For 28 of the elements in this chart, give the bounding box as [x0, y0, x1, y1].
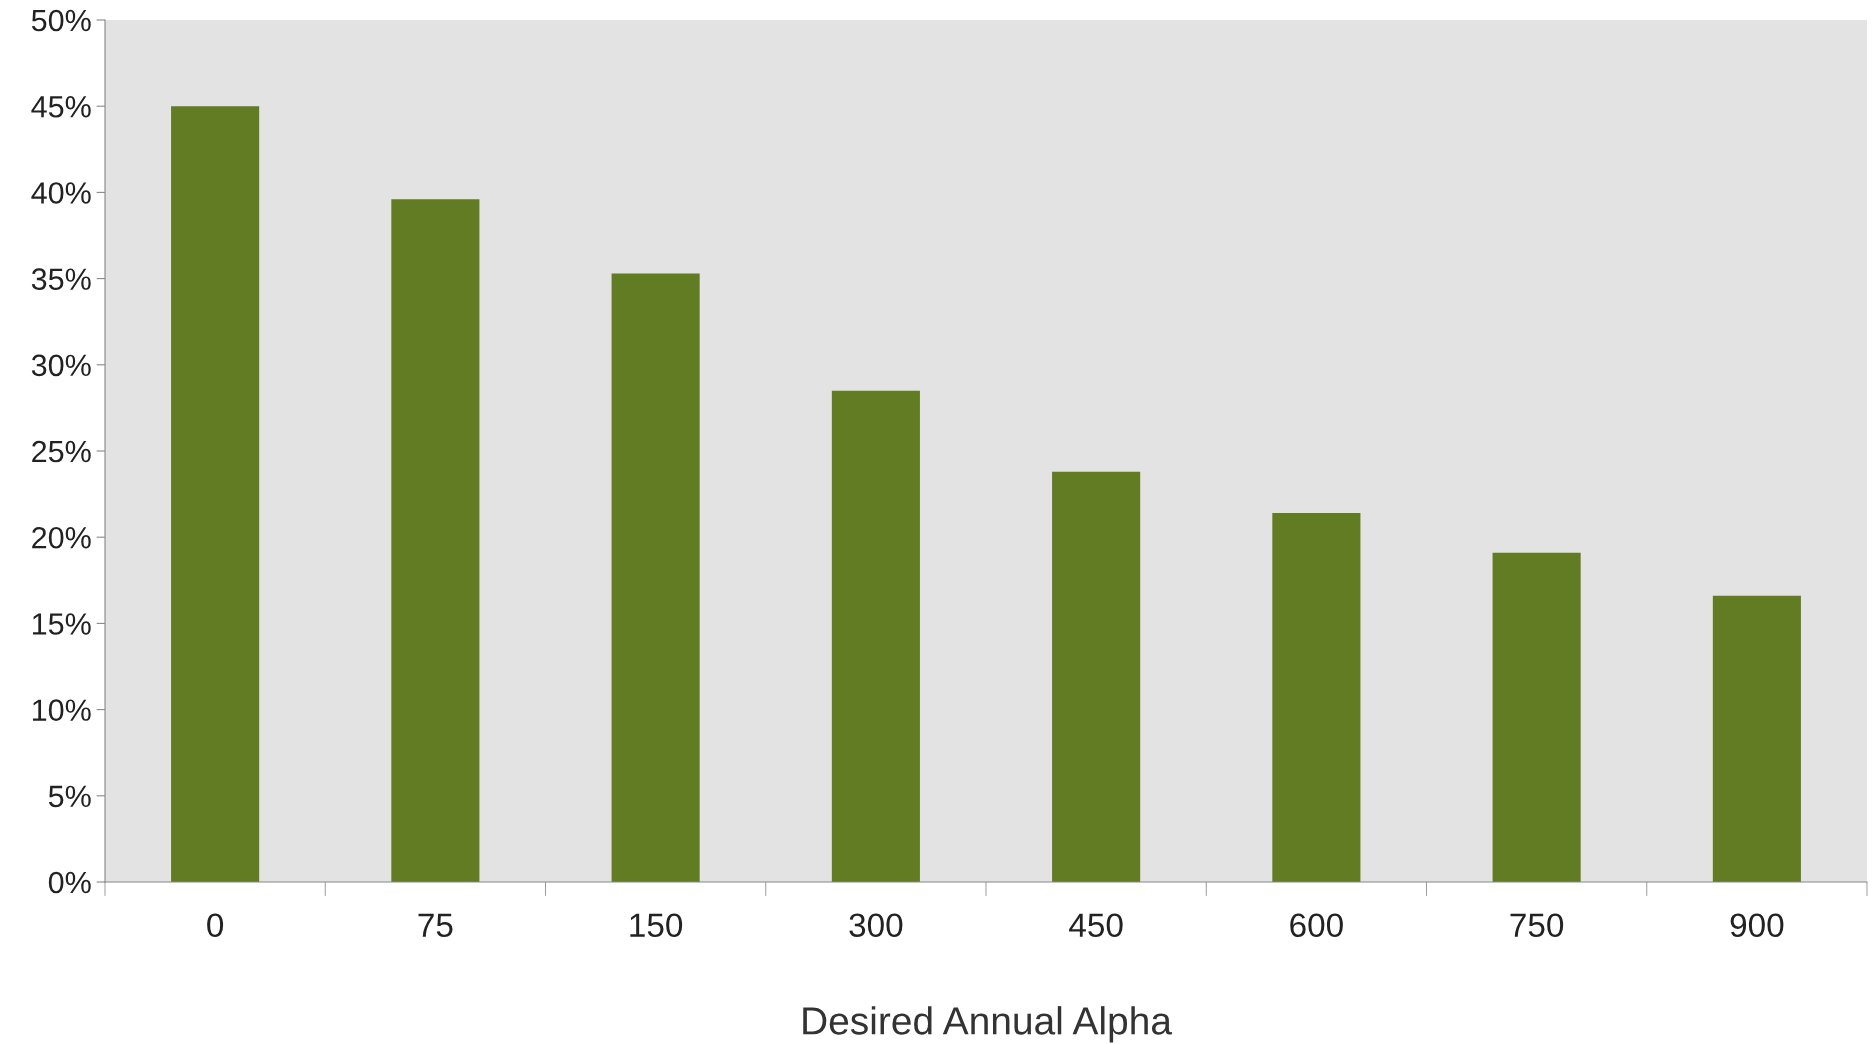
x-tick-label: 900 — [1730, 913, 1784, 938]
y-tick-label: 45% — [31, 96, 91, 118]
x-tick-label: 600 — [1290, 913, 1343, 938]
x-tick-label: 450 — [1069, 913, 1123, 938]
bar — [1052, 471, 1141, 882]
y-tick-label: 25% — [32, 440, 91, 463]
x-tick-label: 300 — [849, 913, 903, 938]
bar — [391, 199, 480, 882]
y-tick-label: 5% — [48, 785, 91, 808]
bar — [1712, 595, 1801, 882]
y-tick-label: 20% — [32, 526, 91, 549]
y-tick-label: 35% — [31, 268, 91, 290]
x-tick-label: 0 — [207, 913, 224, 938]
bar — [1272, 513, 1361, 882]
y-tick-label: 30% — [31, 354, 91, 377]
y-tick-label: 0% — [48, 871, 91, 894]
x-tick-label: 150 — [630, 913, 683, 938]
x-axis-title: Desired Annual Alpha — [803, 1006, 1172, 1043]
bar — [611, 273, 700, 882]
y-tick-label: 50% — [31, 9, 91, 32]
y-tick-label: 15% — [32, 613, 91, 635]
bar — [1492, 552, 1581, 882]
bar — [171, 106, 260, 882]
y-tick-label: 10% — [32, 699, 91, 721]
bar — [831, 390, 920, 882]
x-tick-label: 750 — [1510, 913, 1564, 938]
y-tick-label: 40% — [31, 182, 91, 204]
x-tick-label: 75 — [418, 913, 453, 938]
